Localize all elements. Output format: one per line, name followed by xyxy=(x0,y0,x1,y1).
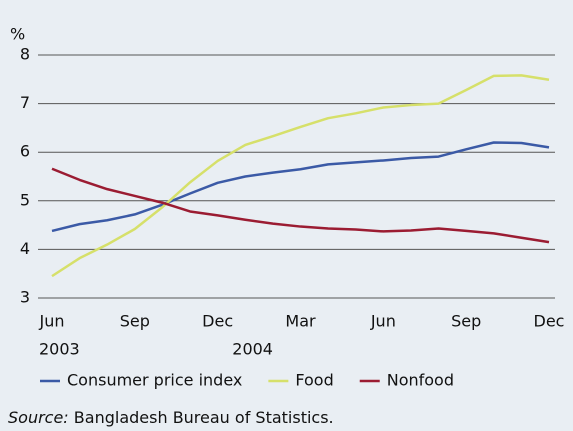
x-tick-label: Jun xyxy=(370,312,396,331)
y-axis-unit: % xyxy=(10,25,25,44)
series-line xyxy=(51,167,550,244)
x-year-label: 2004 xyxy=(232,340,273,359)
y-tick-label: 4 xyxy=(20,239,30,258)
y-tick-label: 7 xyxy=(20,93,30,112)
x-tick-label: Jun xyxy=(39,312,65,331)
legend-label: Nonfood xyxy=(387,371,454,390)
y-tick-label: 5 xyxy=(20,190,30,209)
legend-label: Food xyxy=(295,371,333,390)
series-line xyxy=(51,141,550,233)
y-tick-label: 8 xyxy=(20,45,30,64)
x-tick-label: Sep xyxy=(120,312,150,331)
x-tick-label: Sep xyxy=(451,312,481,331)
y-tick-label: 3 xyxy=(20,288,30,307)
x-tick-label: Dec xyxy=(202,312,233,331)
series-line xyxy=(51,74,550,278)
x-tick-label: Dec xyxy=(534,312,565,331)
source-text: Bangladesh Bureau of Statistics. xyxy=(74,408,334,427)
y-tick-label: 6 xyxy=(20,142,30,161)
x-tick-label: Mar xyxy=(285,312,316,331)
legend-label: Consumer price index xyxy=(67,371,242,390)
source-label: Source: xyxy=(8,408,69,427)
source-note: Source: Bangladesh Bureau of Statistics. xyxy=(8,408,334,427)
x-year-label: 2003 xyxy=(39,340,80,359)
